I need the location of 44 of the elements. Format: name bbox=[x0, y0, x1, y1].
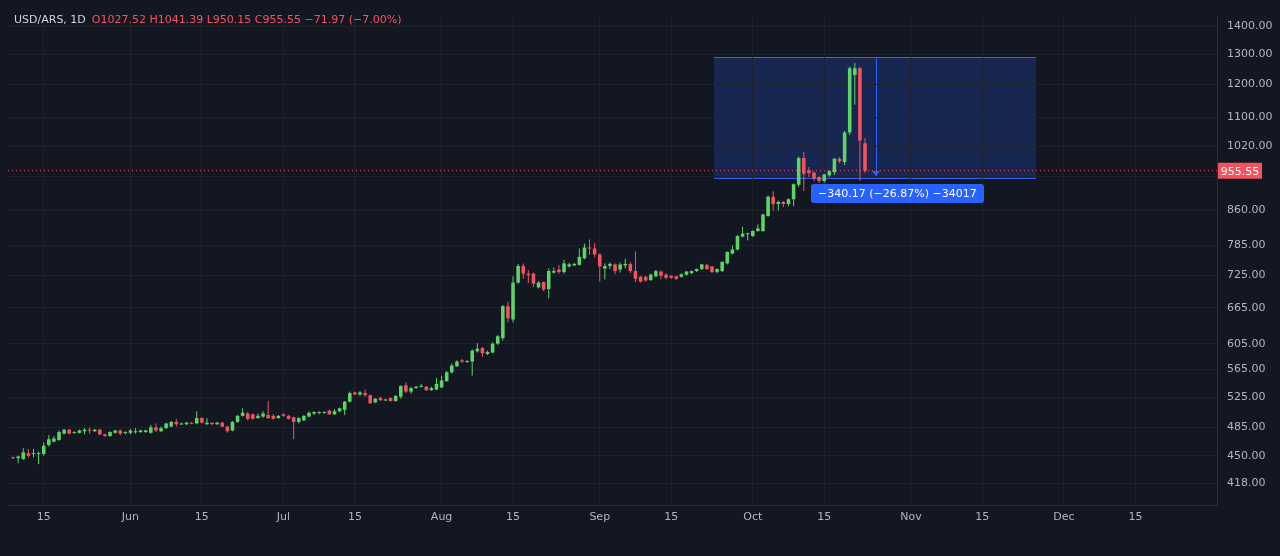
candlestick bbox=[363, 389, 367, 398]
chart-subtitle: O1027.52 H1041.39 L950.15 C955.55 −71.97 (−7.00%) bbox=[91, 13, 402, 26]
y-tick-label: 860.00 bbox=[1227, 203, 1266, 217]
y-tick-label: 605.00 bbox=[1227, 336, 1266, 350]
candlestick bbox=[853, 62, 857, 106]
candlestick bbox=[358, 390, 362, 397]
x-tick-label: 15 bbox=[194, 510, 209, 524]
ref-line-label: 955.55 bbox=[1220, 164, 1260, 178]
y-tick-label: 450.00 bbox=[1227, 448, 1266, 462]
x-tick-label: 15 bbox=[506, 510, 521, 524]
candlestick bbox=[608, 261, 612, 270]
y-tick-label: 565.00 bbox=[1227, 362, 1266, 376]
y-tick-label: 1100.00 bbox=[1227, 110, 1273, 124]
candlestick bbox=[597, 252, 602, 283]
y-tick-label: 725.00 bbox=[1227, 268, 1266, 282]
y-tick-label: 1200.00 bbox=[1227, 77, 1273, 91]
candlestick bbox=[460, 358, 464, 364]
chart-title: USD/ARS, 1D bbox=[14, 13, 86, 26]
x-tick-label: 15 bbox=[817, 510, 832, 524]
candlestick bbox=[516, 263, 520, 285]
x-tick-label: Nov bbox=[900, 510, 923, 524]
y-tick-label: 1400.00 bbox=[1227, 19, 1273, 33]
y-tick-label: 1020.00 bbox=[1227, 138, 1273, 152]
x-tick-label: Aug bbox=[430, 510, 453, 524]
y-tick-label: 418.00 bbox=[1227, 476, 1266, 490]
x-tick-label: 15 bbox=[36, 510, 51, 524]
y-tick-label: 1300.00 bbox=[1227, 47, 1273, 61]
candlestick bbox=[506, 301, 510, 323]
x-tick-label: Dec bbox=[1053, 510, 1075, 524]
y-tick-label: 785.00 bbox=[1227, 237, 1266, 251]
x-tick-label: Jun bbox=[120, 510, 140, 524]
x-tick-label: Sep bbox=[589, 510, 611, 524]
x-tick-label: Jul bbox=[275, 510, 291, 524]
candlestick bbox=[771, 190, 775, 212]
x-tick-label: 15 bbox=[975, 510, 990, 524]
x-tick-label: 15 bbox=[347, 510, 362, 524]
y-tick-label: 525.00 bbox=[1227, 390, 1266, 404]
annotation: −340.17 (−26.87%) −34017 bbox=[811, 184, 984, 203]
x-tick-label: Oct bbox=[743, 510, 763, 524]
candlestick bbox=[154, 422, 158, 433]
y-tick-label: 665.00 bbox=[1227, 300, 1266, 314]
x-tick-label: 15 bbox=[664, 510, 679, 524]
x-tick-label: 15 bbox=[1128, 510, 1143, 524]
y-tick-label: 485.00 bbox=[1227, 420, 1266, 434]
